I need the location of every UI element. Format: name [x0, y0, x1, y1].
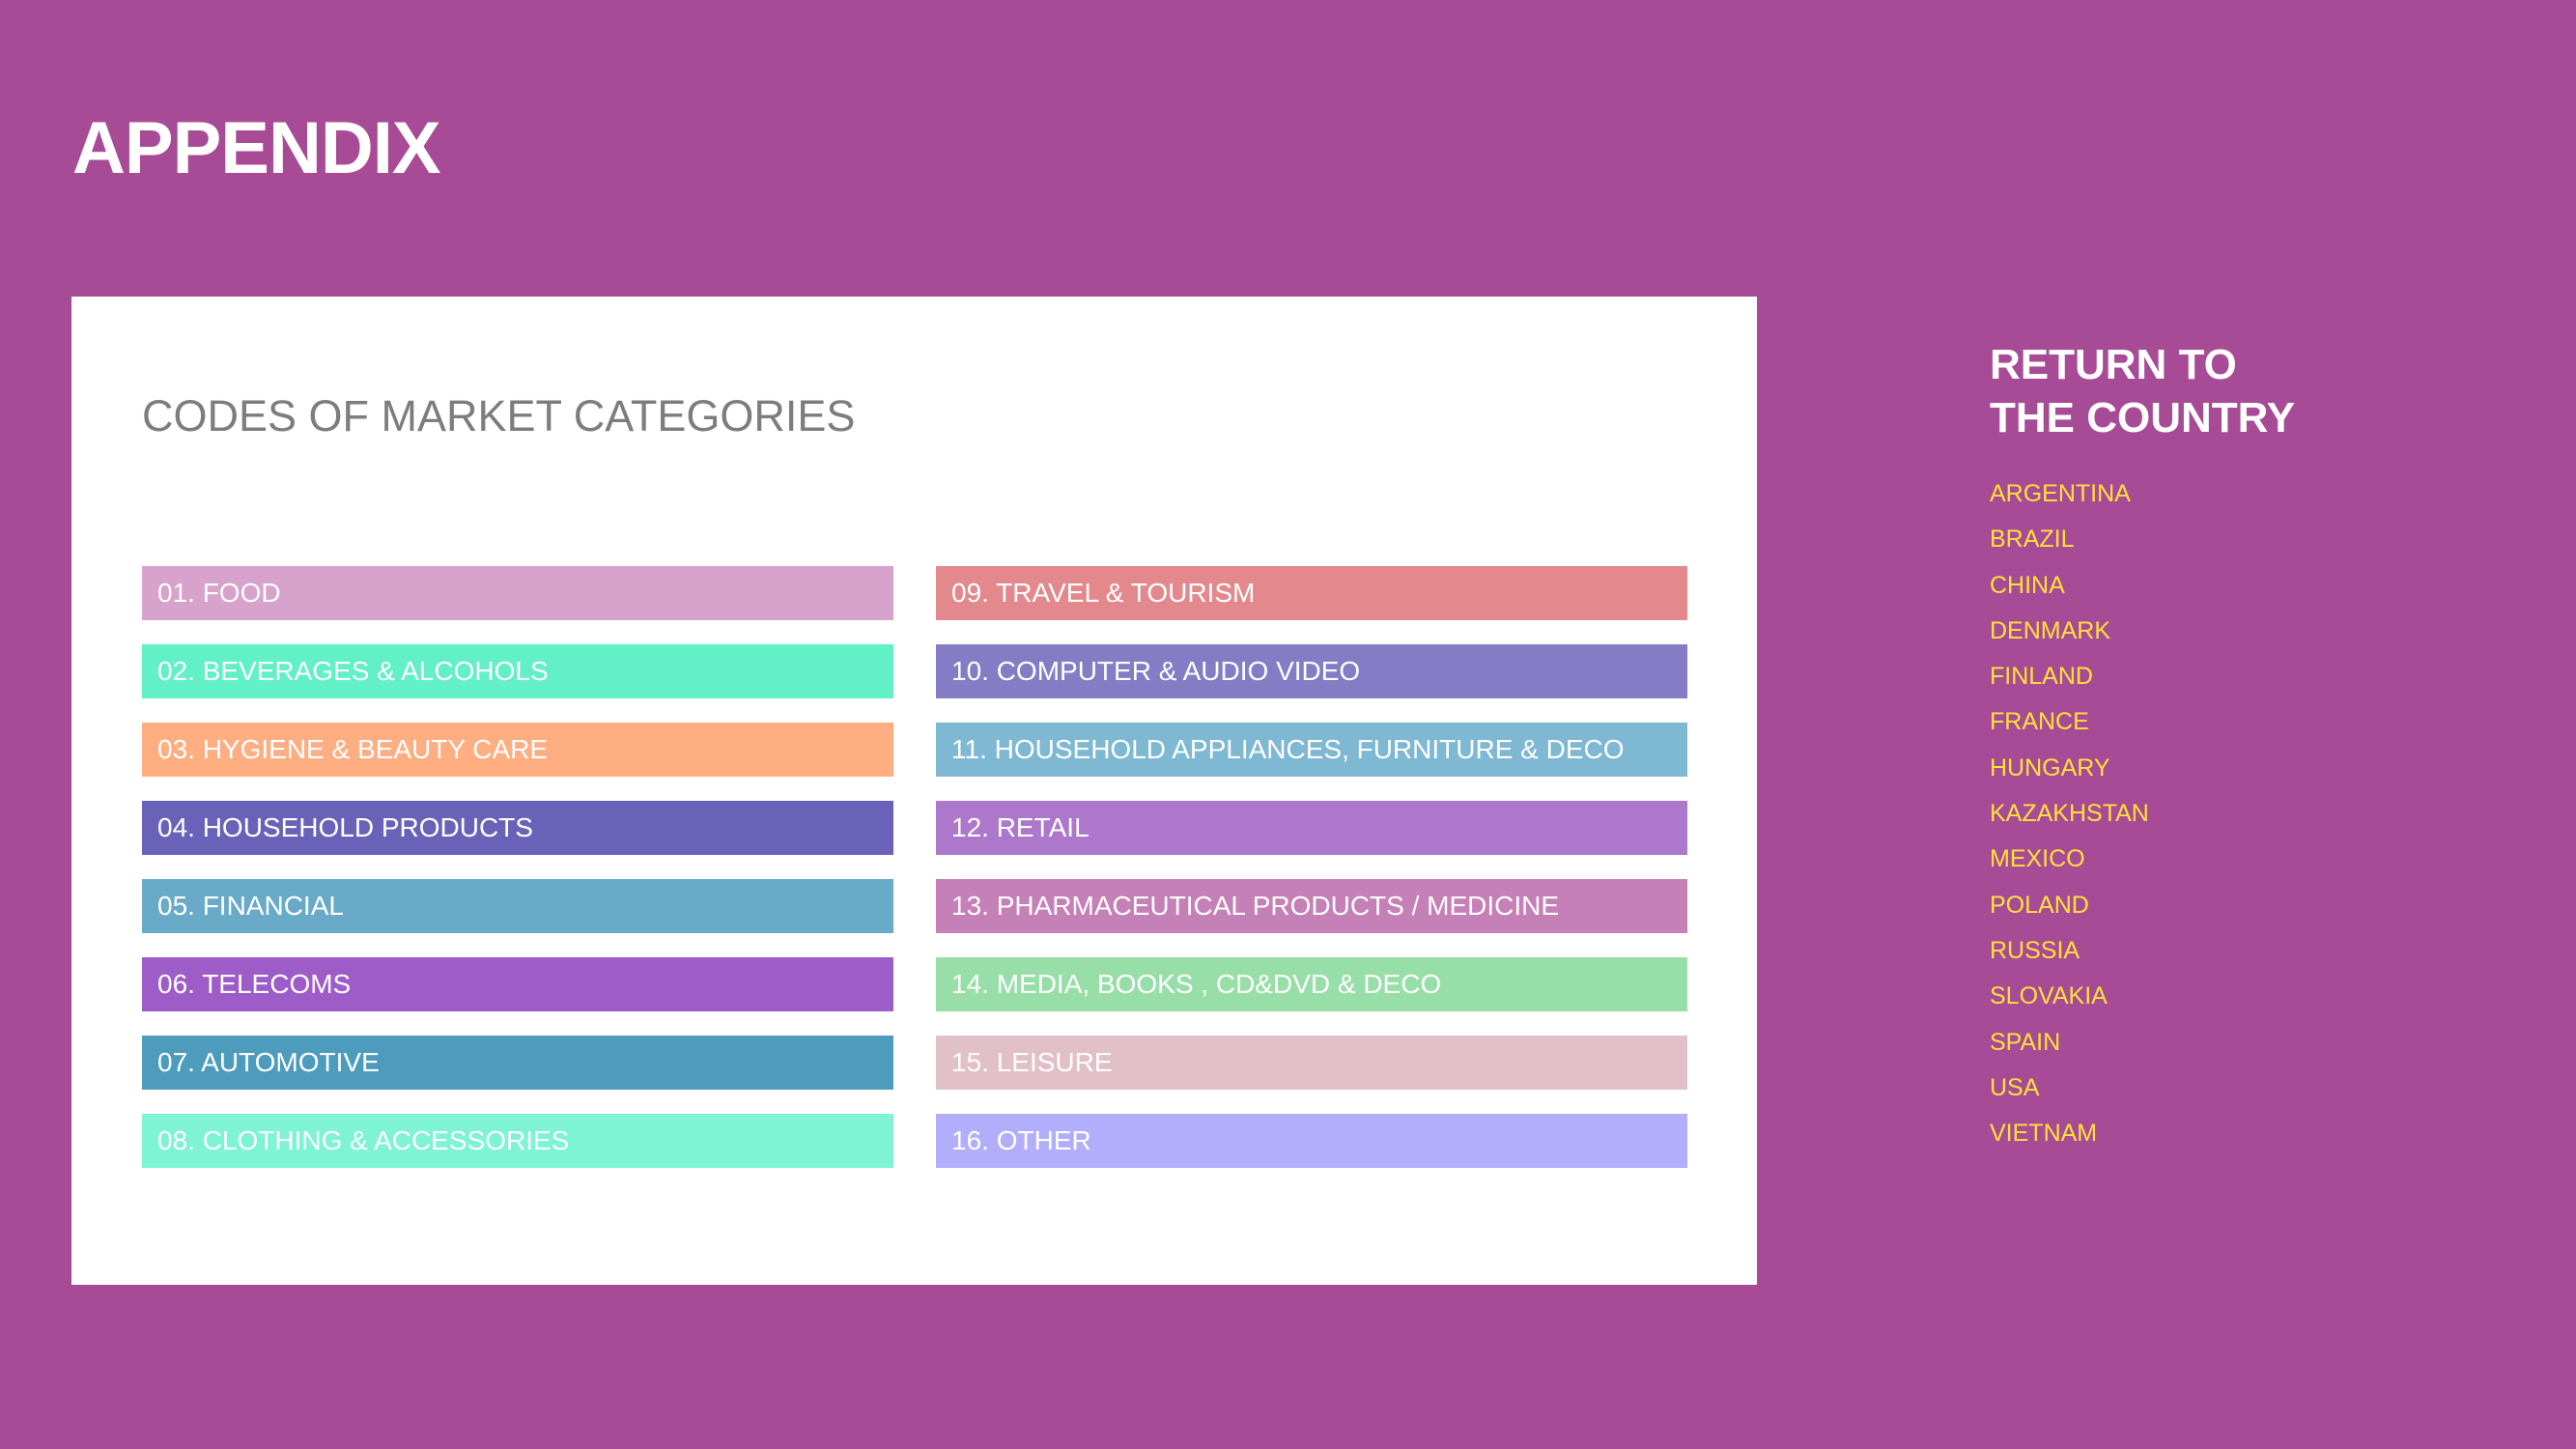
country-link-france[interactable]: FRANCE [1990, 708, 2089, 736]
country-link-spain[interactable]: SPAIN [1990, 1028, 2061, 1056]
category-column-left: 01. FOOD 02. BEVERAGES & ALCOHOLS 03. HY… [142, 566, 893, 1192]
country-link-slovakia[interactable]: SLOVAKIA [1990, 982, 2108, 1010]
category-item-household-products: 04. HOUSEHOLD PRODUCTS [142, 801, 893, 855]
category-item-financial: 05. FINANCIAL [142, 879, 893, 933]
country-link-mexico[interactable]: MEXICO [1990, 845, 2085, 873]
category-item-computer: 10. COMPUTER & AUDIO VIDEO [936, 644, 1687, 698]
country-link-argentina[interactable]: ARGENTINA [1990, 480, 2131, 507]
category-item-telecoms: 06. TELECOMS [142, 957, 893, 1011]
country-link-usa[interactable]: USA [1990, 1073, 2040, 1101]
return-to-country-heading: RETURN TO THE COUNTRY [1990, 338, 2295, 444]
category-item-hygiene: 03. HYGIENE & BEAUTY CARE [142, 723, 893, 777]
category-item-household-appliances: 11. HOUSEHOLD APPLIANCES, FURNITURE & DE… [936, 723, 1687, 777]
category-item-leisure: 15. LEISURE [936, 1036, 1687, 1090]
country-link-russia[interactable]: RUSSIA [1990, 936, 2081, 964]
return-title-line1: RETURN TO [1990, 341, 2237, 388]
return-title-line2: THE COUNTRY [1990, 394, 2296, 441]
country-link-brazil[interactable]: BRAZIL [1990, 526, 2075, 554]
market-categories-card: CODES OF MARKET CATEGORIES 01. FOOD 02. … [71, 297, 1757, 1285]
country-link-poland[interactable]: POLAND [1990, 891, 2089, 919]
category-item-other: 16. OTHER [936, 1114, 1687, 1168]
country-link-hungary[interactable]: HUNGARY [1990, 753, 2110, 781]
country-link-denmark[interactable]: DENMARK [1990, 616, 2111, 644]
category-item-media: 14. MEDIA, BOOKS , CD&DVD & DECO [936, 957, 1687, 1011]
category-item-retail: 12. RETAIL [936, 801, 1687, 855]
country-link-kazakhstan[interactable]: KAZAKHSTAN [1990, 800, 2149, 828]
country-link-china[interactable]: CHINA [1990, 571, 2065, 599]
category-item-beverages: 02. BEVERAGES & ALCOHOLS [142, 644, 893, 698]
category-item-clothing: 08. CLOTHING & ACCESSORIES [142, 1114, 893, 1168]
country-link-finland[interactable]: FINLAND [1990, 663, 2093, 691]
category-column-right: 09. TRAVEL & TOURISM 10. COMPUTER & AUDI… [936, 566, 1687, 1192]
category-item-automotive: 07. AUTOMOTIVE [142, 1036, 893, 1090]
page-title: APPENDIX [72, 107, 441, 189]
country-link-list: ARGENTINA BRAZIL CHINA DENMARK FINLAND F… [1990, 471, 2149, 1156]
card-title: CODES OF MARKET CATEGORIES [142, 391, 856, 440]
category-item-food: 01. FOOD [142, 566, 893, 620]
country-link-vietnam[interactable]: VIETNAM [1990, 1120, 2098, 1148]
category-item-travel: 09. TRAVEL & TOURISM [936, 566, 1687, 620]
category-item-pharmaceutical: 13. PHARMACEUTICAL PRODUCTS / MEDICINE [936, 879, 1687, 933]
